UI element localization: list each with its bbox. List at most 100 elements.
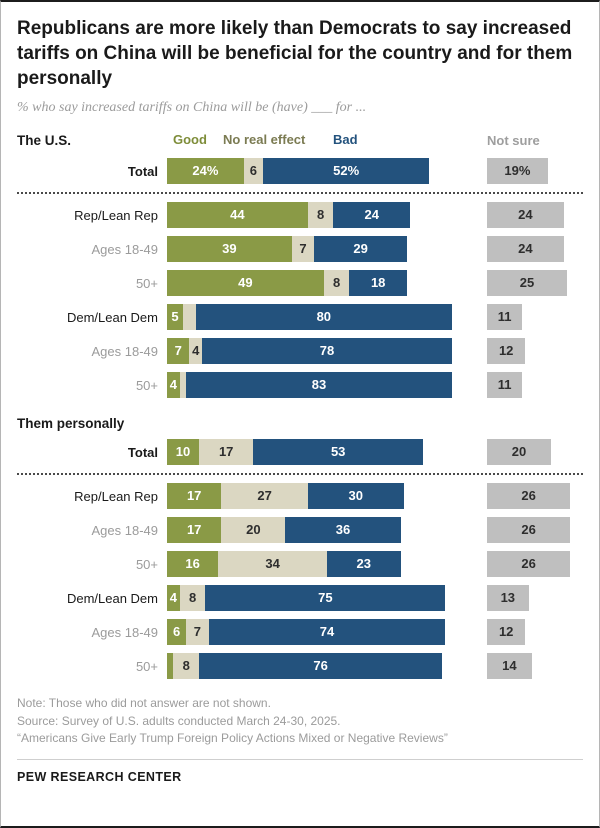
bar-segment-not-sure: 24: [487, 202, 564, 229]
bar-segment-no-effect: 8: [323, 270, 350, 297]
stacked-bar: 6 7 74: [167, 619, 463, 646]
bar-segment-good: 7: [167, 338, 190, 365]
row-label: Dem/Lean Dem: [66, 590, 158, 606]
not-sure-cell: 11: [487, 304, 523, 331]
row-label: Rep/Lean Rep: [74, 488, 158, 504]
bar-segment-not-sure: 19%: [487, 158, 548, 185]
stacked-bar: 17 27 30: [167, 483, 463, 510]
bar-segment-no-effect: 8: [179, 585, 206, 612]
row-label: Dem/Lean Dem: [66, 309, 158, 325]
stacked-bar: 10 17 53: [167, 439, 463, 466]
stacked-bar: 4 8 75: [167, 585, 463, 612]
chart-row: 50+ 49 8 18 25: [17, 270, 583, 297]
dotted-divider: [17, 473, 583, 476]
chart-row: Total 10 17 53 20: [17, 439, 583, 466]
row-label: Ages 18-49: [91, 522, 159, 538]
chart-row: Dem/Lean Dem 4 8 75 13: [17, 585, 583, 612]
bar-segment-no-effect: 7: [186, 619, 209, 646]
stacked-bar: 16 34 23: [167, 551, 463, 578]
bar-segment-no-effect: 4: [189, 338, 203, 365]
bar-segment-not-sure: 11: [487, 304, 523, 331]
row-label: Rep/Lean Rep: [74, 207, 158, 223]
row-label: 50+: [135, 556, 158, 572]
bar-segment-not-sure: 26: [487, 517, 571, 544]
bar-segment-good: [167, 653, 174, 680]
bar-segment-not-sure: 26: [487, 483, 571, 510]
bar-segment-no-effect: 7: [291, 236, 315, 263]
chart-row: 50+ 4 83 11: [17, 372, 583, 399]
stacked-bar: 44 8 24: [167, 202, 463, 229]
not-sure-cell: 13: [487, 585, 529, 612]
bar-segment-not-sure: 14: [487, 653, 532, 680]
bar-segment-good: 4: [167, 585, 180, 612]
chart-title: Republicans are more likely than Democra…: [17, 18, 573, 90]
bar-segment-not-sure: 25: [487, 270, 567, 297]
bar-segment-good: 17: [167, 483, 222, 510]
row-label: Total: [127, 163, 158, 179]
not-sure-cell: 12: [487, 619, 526, 646]
row-label: Ages 18-49: [91, 241, 159, 257]
row-label: Total: [127, 444, 158, 460]
bar-segment-no-effect: 34: [218, 551, 327, 578]
stacked-bar: 5 80: [167, 304, 463, 331]
bar-segment-not-sure: 13: [487, 585, 529, 612]
bar-segment-not-sure: 20: [487, 439, 551, 466]
chart-subtitle: % who say increased tariffs on China wil…: [17, 100, 367, 116]
bar-segment-no-effect: 20: [221, 517, 286, 544]
chart-row: Dem/Lean Dem 5 80 11: [17, 304, 583, 331]
report-title-line: “Americans Give Early Trump Foreign Poli…: [17, 731, 448, 746]
not-sure-cell: 11: [487, 372, 523, 399]
bar-segment-bad: 29: [314, 236, 407, 263]
legend-not-sure: Not sure: [487, 132, 540, 148]
bar-segment-bad: 24: [333, 202, 411, 229]
bar-segment-good: 6: [167, 619, 187, 646]
chart-row: Ages 18-49 17 20 36 26: [17, 517, 583, 544]
bar-segment-bad: 75: [205, 585, 446, 612]
chart-section-the-us: Total 24% 6 52% 19% Rep/Lean Rep 44 8 24 24 Ages 1…: [17, 158, 583, 399]
chart-row: 50+ 8 76 14: [17, 653, 583, 680]
chart-row: Rep/Lean Rep 44 8 24 24: [17, 202, 583, 229]
row-label: 50+: [135, 377, 158, 393]
chart-row: Ages 18-49 39 7 29 24: [17, 236, 583, 263]
bar-segment-good: 5: [167, 304, 183, 331]
row-label: Ages 18-49: [91, 343, 159, 359]
stacked-bar: 49 8 18: [167, 270, 463, 297]
bar-segment-not-sure: 26: [487, 551, 571, 578]
bar-segment-bad: 18: [349, 270, 407, 297]
not-sure-cell: 20: [487, 439, 551, 466]
stacked-bar: 17 20 36: [167, 517, 463, 544]
stacked-bar: 8 76: [167, 653, 463, 680]
legend-bad: Bad: [333, 132, 358, 148]
bar-segment-good: 39: [167, 236, 292, 263]
legend-row: The U.S. Good No real effect Bad Not sur…: [17, 130, 583, 150]
bar-segment-not-sure: 24: [487, 236, 564, 263]
bar-segment-bad: 53: [253, 439, 423, 466]
not-sure-cell: 26: [487, 517, 571, 544]
bar-segment-not-sure: 12: [487, 338, 526, 365]
not-sure-cell: 14: [487, 653, 532, 680]
bar-segment-good: 44: [167, 202, 308, 229]
section-header-them-personally: Them personally: [17, 416, 125, 432]
bar-segment-bad: 52%: [262, 158, 430, 185]
chart-row: Ages 18-49 7 4 78 12: [17, 338, 583, 365]
bar-segment-no-effect: 8: [173, 653, 199, 680]
bar-segment-good: 17: [167, 517, 222, 544]
legend-not-sure-wrap: Not sure: [487, 133, 540, 148]
bar-segment-bad: 78: [202, 338, 452, 365]
row-label: 50+: [135, 275, 158, 291]
bar-segment-bad: 76: [198, 653, 443, 680]
bar-segment-good: 16: [167, 551, 219, 578]
bar-segment-not-sure: 11: [487, 372, 523, 399]
bar-segment-not-sure: 12: [487, 619, 526, 646]
stacked-bar: 39 7 29: [167, 236, 463, 263]
chart-section-them-personally: Total 10 17 53 20 Rep/Lean Rep 17 27 30 26 Ages 18…: [17, 439, 583, 680]
bar-segment-good: 4: [167, 372, 180, 399]
not-sure-cell: 26: [487, 483, 571, 510]
pew-research-center-label: PEW RESEARCH CENTER: [17, 759, 583, 784]
source-line: Source: Survey of U.S. adults conducted …: [17, 713, 341, 728]
bar-segment-good: 49: [167, 270, 324, 297]
bar-segment-bad: 23: [326, 551, 401, 578]
legend-series-labels: Good No real effect Bad: [167, 131, 463, 149]
bar-segment-bad: 80: [195, 304, 452, 331]
